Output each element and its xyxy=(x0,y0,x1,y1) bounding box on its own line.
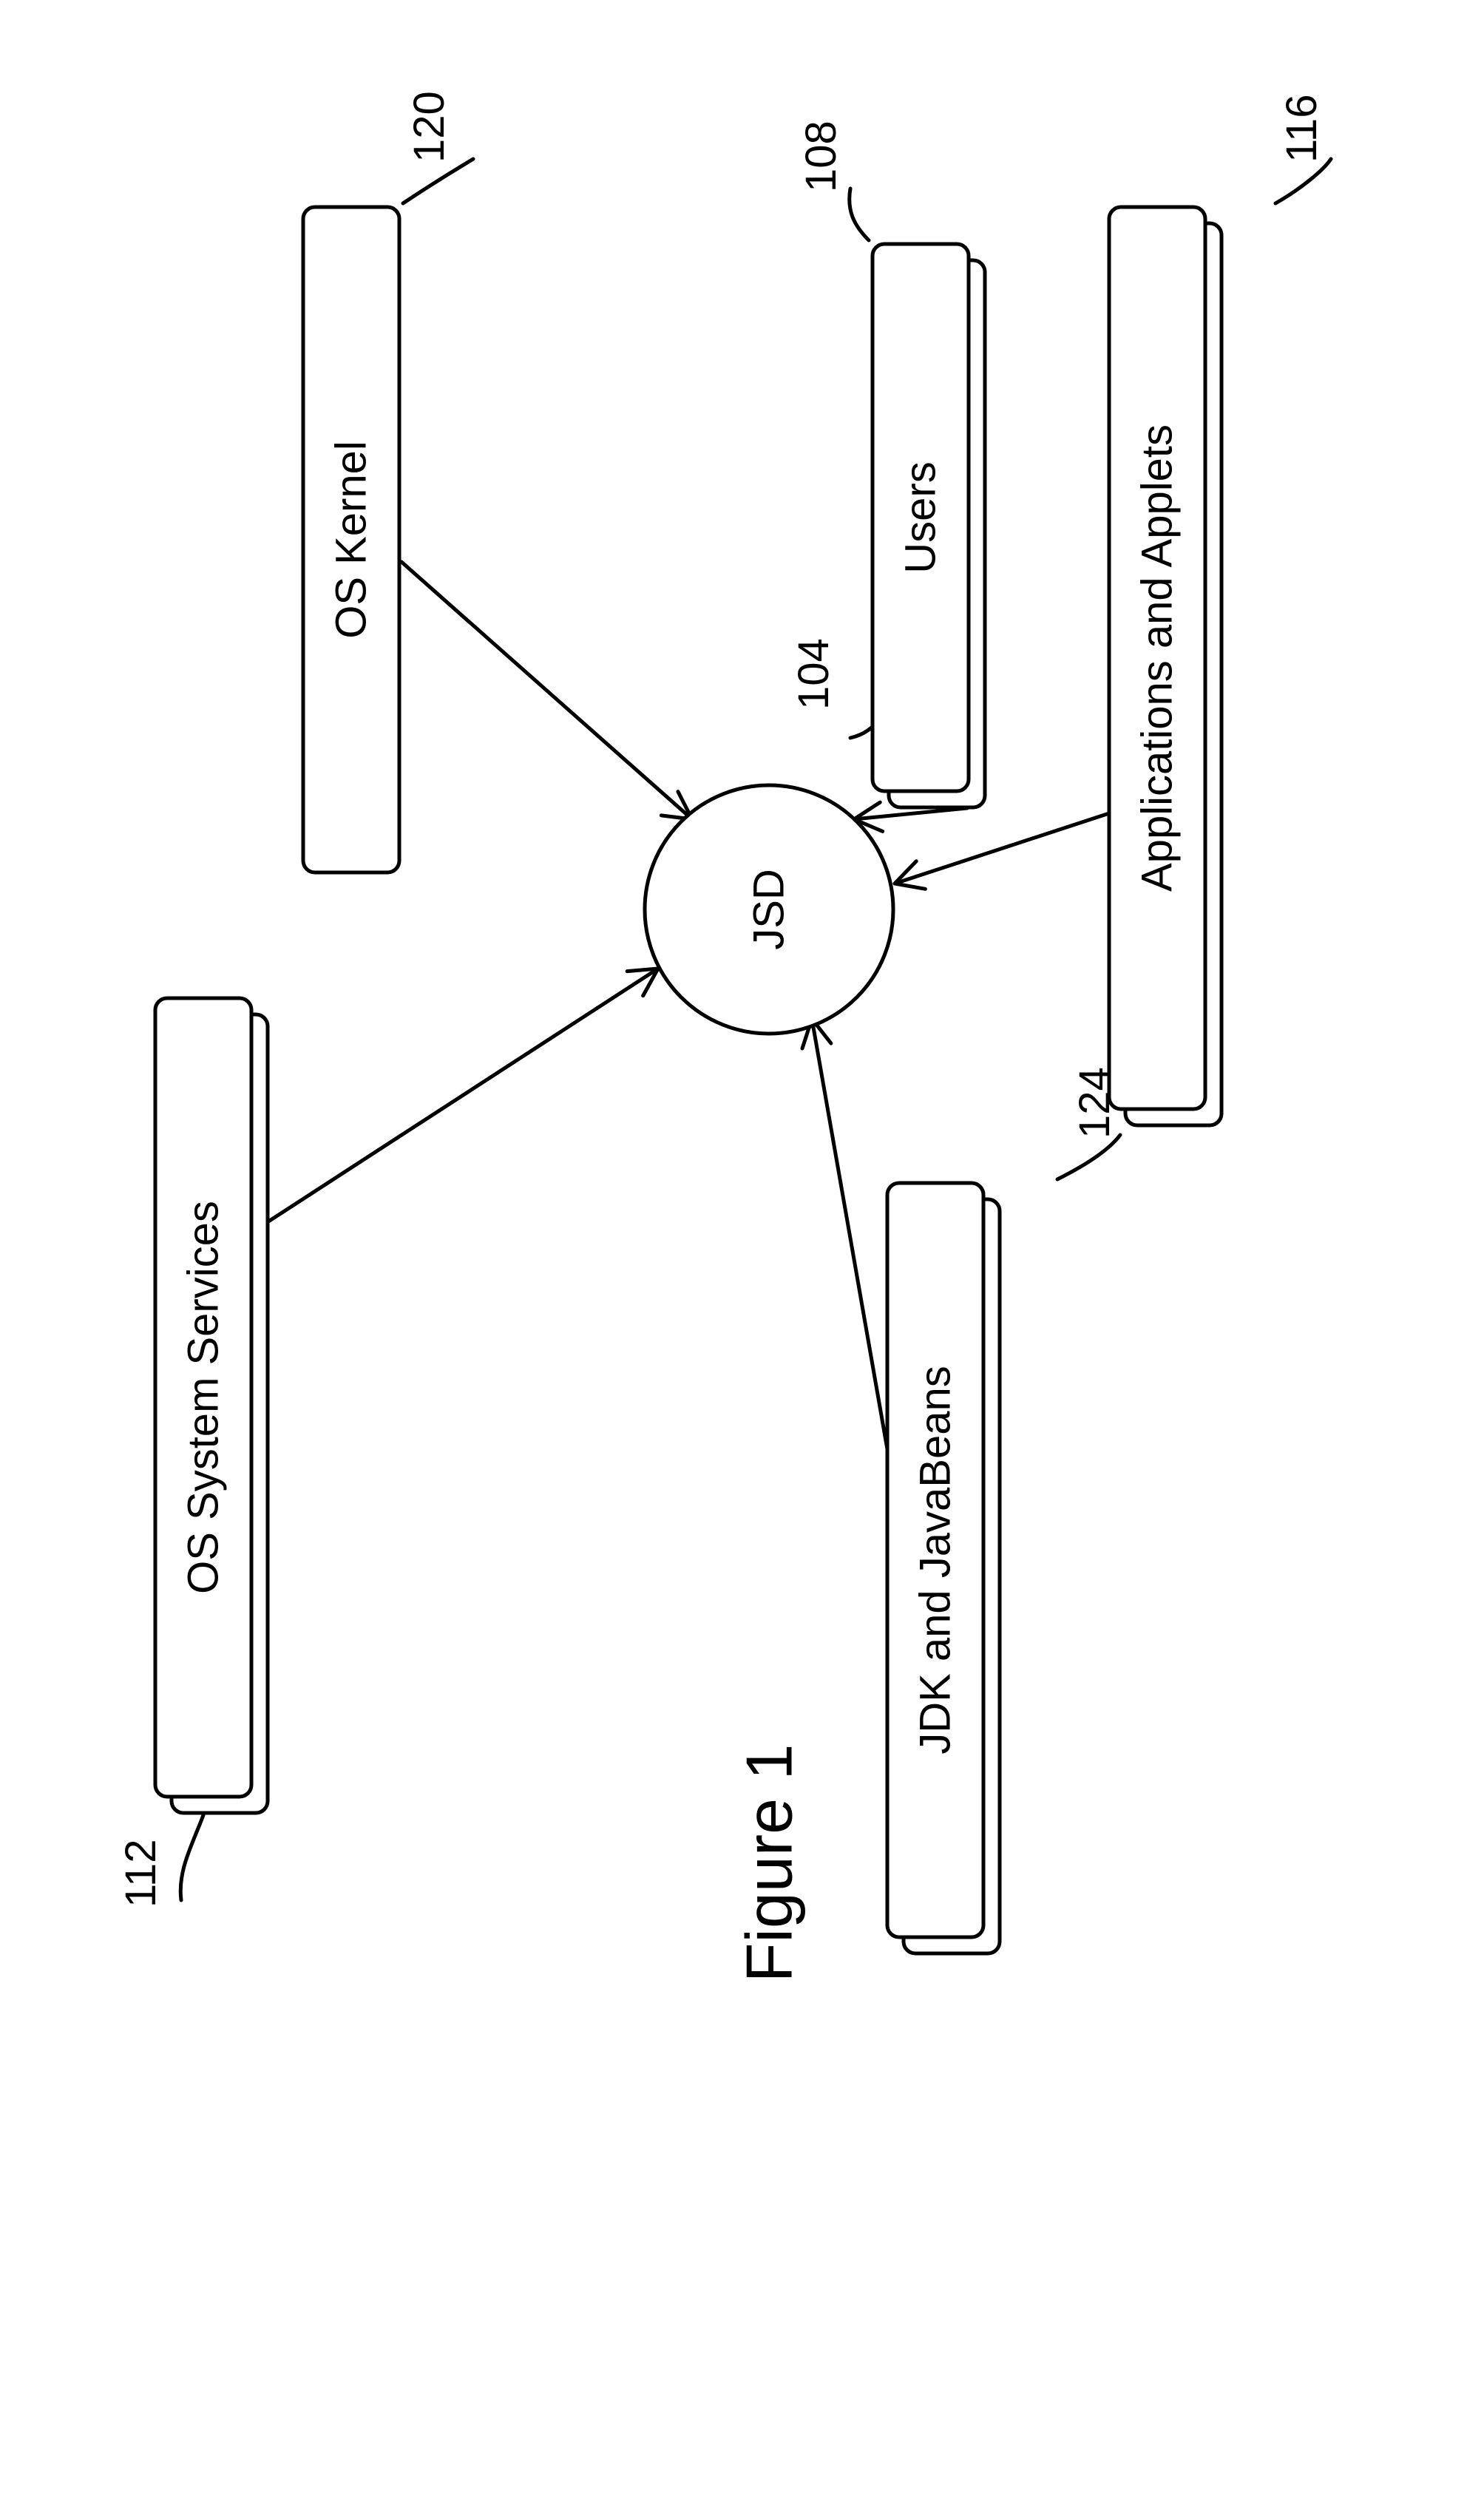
users-label: Users xyxy=(897,461,945,573)
jsd-label: JSD xyxy=(745,869,793,950)
edge-applications-applets xyxy=(895,813,1109,884)
jsd-callout: 104 xyxy=(790,638,838,710)
os-kernel-callout: 120 xyxy=(405,91,453,163)
jdk-javabeans-callout: 124 xyxy=(1071,1067,1119,1139)
users-lead xyxy=(850,189,869,240)
edge-jdk-javabeans xyxy=(812,1019,887,1449)
edge-os-kernel xyxy=(402,562,692,819)
os-system-services-callout: 112 xyxy=(117,1840,165,1908)
figure-title: Figure 1 xyxy=(733,1744,806,1983)
applications-applets-callout: 116 xyxy=(1278,95,1326,163)
applications-applets-label: Applications and Applets xyxy=(1134,424,1182,892)
diagram-svg: JSD 104 OS Kernel 120 Users 108 OS System Serv… xyxy=(0,0,1484,2505)
diagram-canvas: JSD 104 OS Kernel 120 Users 108 OS System Serv… xyxy=(0,0,1484,2505)
jdk-javabeans-label: JDK and JavaBeans xyxy=(912,1366,960,1755)
os-system-services-lead xyxy=(180,1815,203,1900)
os-system-services-label: OS System Services xyxy=(180,1201,228,1594)
users-callout: 108 xyxy=(797,121,845,192)
edge-os-system-services xyxy=(254,969,658,1231)
os-kernel-lead xyxy=(403,159,473,203)
os-kernel-label: OS Kernel xyxy=(328,441,376,639)
jdk-javabeans-lead xyxy=(1057,1135,1120,1179)
applications-applets-lead xyxy=(1275,159,1331,203)
